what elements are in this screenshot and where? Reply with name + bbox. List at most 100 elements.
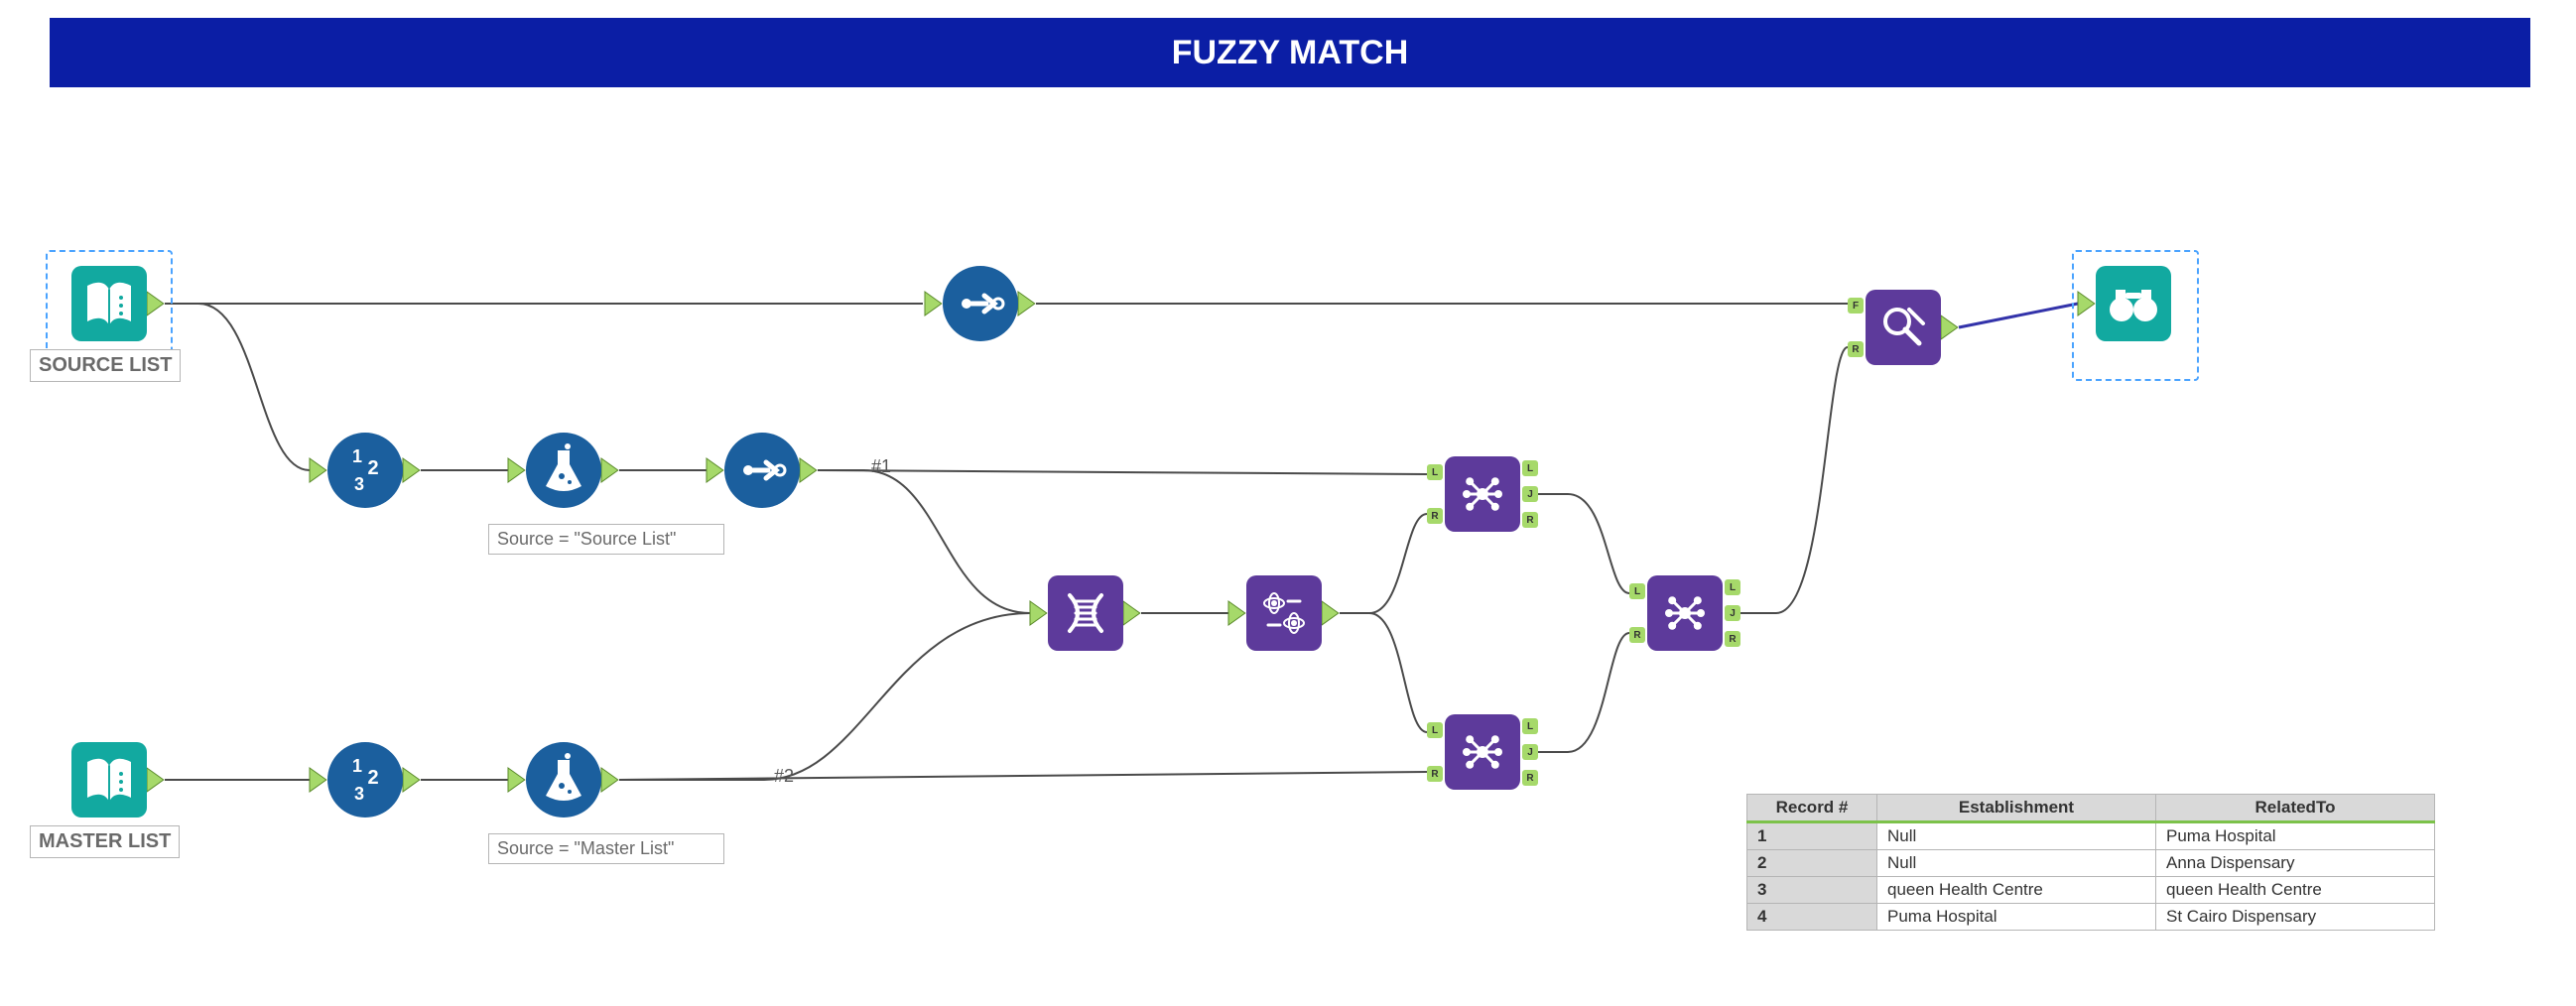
join-anchor-out-j: J [1522,744,1538,760]
browse-tool[interactable] [2096,266,2171,341]
port-in-icon [925,292,942,315]
port-out-icon [403,458,420,482]
wire [1538,633,1629,752]
formula-master: Source = "Master List" [488,833,724,864]
join-anchor-out-r: R [1522,770,1538,786]
table-cell: St Cairo Dispensary [2156,904,2435,931]
input-icon [71,266,147,341]
formula-icon [526,742,601,817]
join-anchor-in-l: L [1427,464,1443,480]
join-anchor-out-l: L [1725,579,1740,595]
join-anchor-out-j: J [1522,486,1538,502]
results-table: Record #EstablishmentRelatedTo1NullPuma … [1746,794,2435,931]
find-replace-icon [1866,290,1941,365]
select-icon [943,266,1018,341]
table-header: RelatedTo [2156,795,2435,822]
svg-text:3: 3 [354,474,364,494]
wire [1340,514,1427,613]
findrep-anchor-in-f: F [1848,298,1864,314]
input-master-list[interactable] [71,742,147,817]
join-anchor-in-l: L [1629,583,1645,599]
join-icon [1445,456,1520,532]
join-anchor-out-l: L [1522,718,1538,734]
join-anchor-in-r: R [1427,508,1443,524]
join-anchor-out-r: R [1522,512,1538,528]
wire [818,470,1427,474]
port-out-icon [800,458,817,482]
join-icon [1445,714,1520,790]
master-list-label: MASTER LIST [30,825,180,858]
join-anchor-out-r: R [1725,631,1740,647]
wire [165,304,310,470]
port-in-icon [508,458,525,482]
fuzzy-match-tool[interactable] [1048,575,1123,651]
select-icon [724,433,800,508]
table-cell: Anna Dispensary [2156,850,2435,877]
port-in-icon [310,768,326,792]
table-cell: queen Health Centre [1877,877,2156,904]
table-header: Record # [1747,795,1877,822]
table-row: 3queen Health Centrequeen Health Centre [1747,877,2435,904]
port-out-icon [1941,315,1958,339]
select-tool-mid[interactable] [724,433,800,508]
wire [1538,494,1629,593]
formula-source: Source = "Source List" [488,524,724,555]
port-out-icon [1322,601,1339,625]
join-tool-1[interactable] [1445,456,1520,532]
table-cell: 3 [1747,877,1877,904]
wire [1959,304,2078,327]
table-row: 1NullPuma Hospital [1747,822,2435,850]
port-in-icon [1030,601,1047,625]
source-list-label: SOURCE LIST [30,349,181,382]
svg-text:1: 1 [352,756,362,776]
table-cell: 1 [1747,822,1877,850]
svg-text:1: 1 [352,446,362,466]
wire [1340,613,1427,732]
join-anchor-out-l: L [1522,460,1538,476]
join-icon [1647,575,1723,651]
formula-tool-2[interactable] [526,742,601,817]
table-cell: Null [1877,822,2156,850]
formula-icon [526,433,601,508]
join-anchor-in-r: R [1629,627,1645,643]
input-source-list[interactable] [71,266,147,341]
join-tool-2[interactable] [1445,714,1520,790]
input-icon [71,742,147,817]
join-tool-3[interactable] [1647,575,1723,651]
wire [1740,347,1848,613]
branch-number: #2 [774,766,794,787]
table-cell: Puma Hospital [1877,904,2156,931]
table-row: 2NullAnna Dispensary [1747,850,2435,877]
findrep-anchor-in-r: R [1848,341,1864,357]
join-anchor-out-j: J [1725,605,1740,621]
port-out-icon [601,458,618,482]
svg-text:2: 2 [367,457,378,479]
branch-number: #1 [871,456,891,477]
recordid-tool-1[interactable]: 123 [327,433,403,508]
table-cell: Null [1877,850,2156,877]
join-anchor-in-l: L [1427,722,1443,738]
recordid-icon: 123 [327,742,403,817]
find-replace-tool[interactable] [1866,290,1941,365]
recordid-icon: 123 [327,433,403,508]
formula-tool-1[interactable] [526,433,601,508]
port-out-icon [1123,601,1140,625]
port-in-icon [310,458,326,482]
select-tool-top[interactable] [943,266,1018,341]
table-row: 4Puma HospitalSt Cairo Dispensary [1747,904,2435,931]
port-in-icon [707,458,723,482]
port-in-icon [508,768,525,792]
port-out-icon [601,768,618,792]
browse-icon [2096,266,2171,341]
diagram-canvas: FUZZY MATCH123123LRLJRLRLJRLRLJRFRSOURCE… [0,0,2576,1006]
wire [619,613,1030,780]
svg-text:2: 2 [367,767,378,789]
port-out-icon [147,768,164,792]
wire [818,470,1030,613]
svg-text:3: 3 [354,784,364,804]
join-anchor-in-r: R [1427,766,1443,782]
port-out-icon [403,768,420,792]
unique-tool[interactable] [1246,575,1322,651]
recordid-tool-2[interactable]: 123 [327,742,403,817]
table-cell: 2 [1747,850,1877,877]
